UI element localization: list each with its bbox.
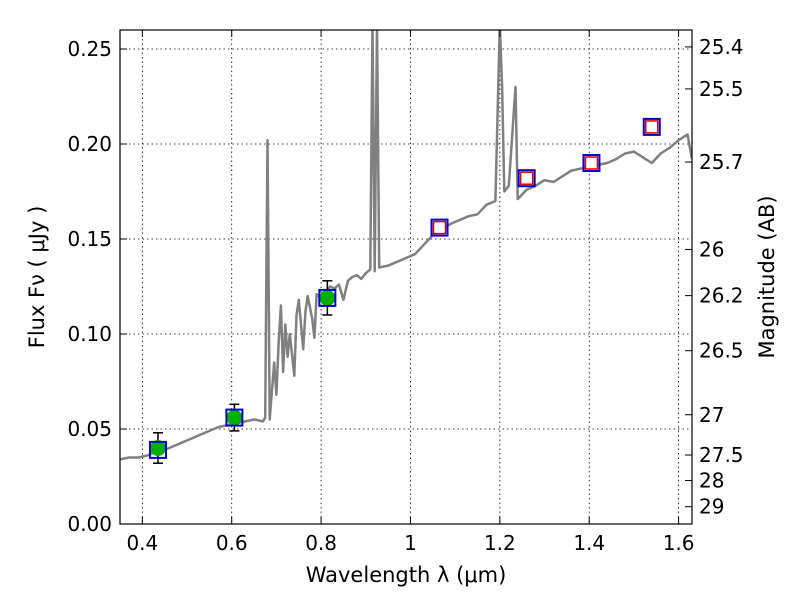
grid bbox=[120, 30, 692, 524]
y2-tick-label: 28 bbox=[699, 468, 724, 492]
y2-tick-label: 26.5 bbox=[699, 339, 744, 363]
spectrum-layer bbox=[120, 30, 692, 461]
observed-point bbox=[226, 409, 243, 426]
y-tick-label: 0.25 bbox=[67, 37, 112, 61]
y-tick-label: 0.00 bbox=[67, 512, 112, 536]
limit-square bbox=[645, 120, 659, 134]
y-tick-label: 0.05 bbox=[67, 417, 112, 441]
model-square bbox=[225, 408, 244, 427]
model-square bbox=[517, 169, 536, 188]
x-tick-label: 1.6 bbox=[663, 531, 695, 555]
observed-point bbox=[149, 440, 166, 456]
y2-tick-label: 25.4 bbox=[699, 35, 744, 59]
points-layer bbox=[148, 117, 661, 464]
model-square bbox=[582, 154, 601, 172]
x-tick-label: 1 bbox=[404, 531, 417, 555]
y2-tick-label: 26 bbox=[699, 237, 724, 261]
ticks bbox=[120, 30, 692, 525]
limit-square bbox=[519, 171, 534, 185]
plot-frame bbox=[119, 29, 693, 525]
y2-tick-label: 25.7 bbox=[699, 150, 744, 174]
observed-point bbox=[319, 289, 336, 306]
spectrum-line bbox=[120, 30, 692, 461]
x-tick-label: 0.4 bbox=[126, 531, 158, 555]
y2-tick-label: 27.5 bbox=[699, 443, 744, 467]
limit-square bbox=[432, 220, 447, 235]
y-tick-label: 0.15 bbox=[67, 227, 112, 251]
y2-tick-label: 27 bbox=[699, 403, 724, 427]
y2-tick-label: 29 bbox=[699, 495, 724, 519]
model-square bbox=[318, 288, 337, 307]
tick-labels: 0.4 0.6 0.8 1 1.2 1.4 1.6 0.00 0.05 0.10 0.15 0.20 0… bbox=[67, 35, 743, 555]
y-tick-label: 0.10 bbox=[67, 322, 112, 346]
x-axis-label: Wavelength λ (μm) bbox=[306, 563, 507, 587]
y2-tick-label: 25.5 bbox=[699, 77, 744, 101]
y-axis-label: Flux Fν ( μJy ) bbox=[25, 206, 49, 349]
x-tick-label: 0.8 bbox=[305, 531, 337, 555]
x-tick-label: 0.6 bbox=[216, 531, 248, 555]
x-tick-label: 1.4 bbox=[573, 531, 605, 555]
model-square bbox=[148, 440, 167, 459]
model-square bbox=[642, 117, 661, 136]
limit-square bbox=[584, 156, 599, 170]
y2-axis-label: Magnitude (AB) bbox=[755, 195, 779, 358]
y-tick-label: 0.20 bbox=[67, 132, 112, 156]
y2-tick-label: 26.2 bbox=[699, 284, 744, 308]
x-tick-label: 1.2 bbox=[484, 531, 516, 555]
model-square bbox=[430, 218, 449, 237]
